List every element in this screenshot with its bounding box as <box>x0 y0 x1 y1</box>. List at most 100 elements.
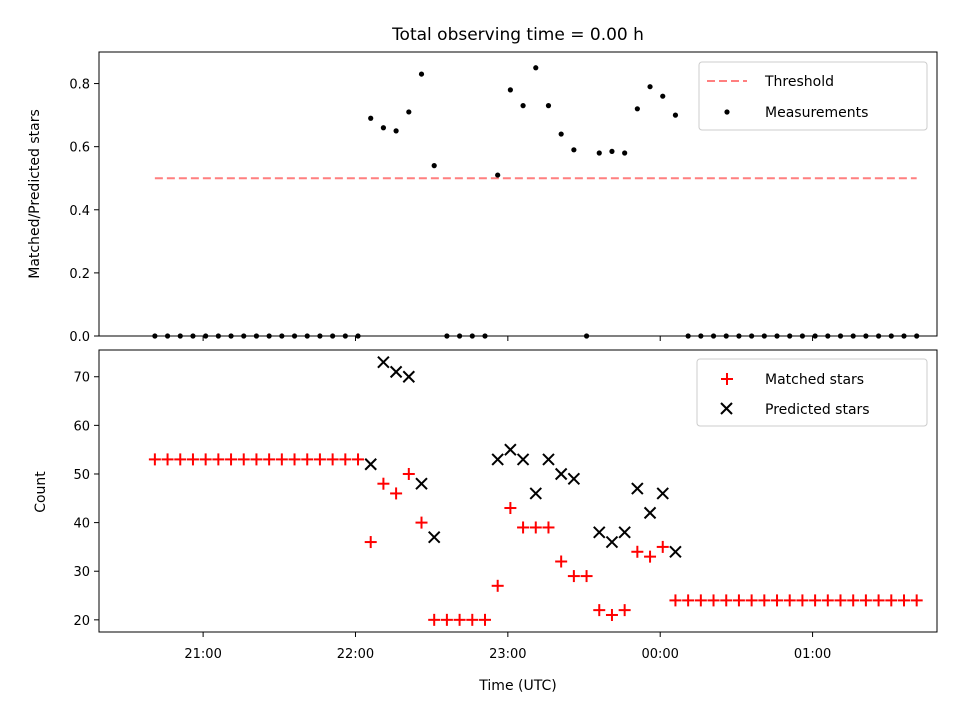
legend-measurements-label: Measurements <box>765 105 868 121</box>
matched-star-point <box>796 594 809 607</box>
predicted-star-point <box>516 453 530 466</box>
measurement-point <box>571 147 577 153</box>
matched-star-point <box>161 453 174 466</box>
matched-star-point <box>453 613 466 626</box>
matched-star-point <box>529 521 542 534</box>
measurement-point <box>393 128 399 134</box>
chart-title: Total observing time = 0.00 h <box>391 25 644 45</box>
predicted-star-point <box>377 355 390 369</box>
measurement-point <box>507 87 513 93</box>
matched-star-point <box>466 613 479 626</box>
top-y-tick-label: 0.6 <box>69 141 90 156</box>
measurement-point <box>533 65 539 71</box>
measurement-point <box>418 71 425 77</box>
bottom-y-tick-label: 60 <box>73 419 90 434</box>
matched-star-point <box>301 453 314 466</box>
matched-star-point <box>834 594 847 607</box>
matched-star-point <box>339 453 352 466</box>
predicted-star-point <box>542 453 555 466</box>
measurement-point <box>647 84 653 90</box>
measurement-point <box>380 125 387 131</box>
legend-matched-swatch <box>721 373 733 385</box>
matched-star-point <box>377 477 390 490</box>
bottom-x-tick-label: 22:00 <box>337 647 374 662</box>
bottom-x-tick-label: 23:00 <box>489 647 526 662</box>
measurement-point <box>660 93 666 99</box>
matched-star-point <box>288 453 301 466</box>
matched-star-point <box>250 453 263 466</box>
top-y-tick-label: 0.0 <box>69 330 90 345</box>
predicted-star-point <box>427 530 441 544</box>
matched-star-point <box>313 453 326 466</box>
bottom-y-tick-label: 30 <box>73 565 90 580</box>
matched-star-point <box>390 487 403 500</box>
top-y-tick-label: 0.4 <box>69 204 90 219</box>
matched-star-point <box>631 545 644 558</box>
measurement-point <box>672 112 679 118</box>
bottom-y-tick-label: 70 <box>73 371 90 386</box>
predicted-star-point <box>618 526 631 539</box>
top-y-tick-label: 0.2 <box>69 267 90 282</box>
matched-star-point <box>415 516 428 529</box>
matched-star-point <box>148 453 161 466</box>
top-legend-box <box>698 61 928 131</box>
bottom-axes-frame <box>98 349 938 633</box>
measurement-point <box>406 109 412 115</box>
matched-star-point <box>605 608 618 621</box>
matched-star-point <box>694 594 707 607</box>
matched-star-point <box>517 521 530 534</box>
measurement-point <box>596 150 602 156</box>
matched-star-point <box>580 570 593 583</box>
measurement-point <box>622 150 628 156</box>
measurement-point <box>520 103 526 109</box>
predicted-star-point <box>389 365 403 379</box>
bottom-plot-marks <box>148 355 923 626</box>
matched-star-point <box>593 604 606 617</box>
matched-star-point <box>771 594 784 607</box>
predicted-star-point <box>504 443 517 456</box>
matched-star-point <box>504 502 517 515</box>
predicted-star-point <box>554 467 568 481</box>
matched-star-point <box>364 536 377 549</box>
bottom-y-ticks: 20 30 40 50 60 70 <box>73 371 99 629</box>
matched-star-point <box>720 594 733 607</box>
matched-star-point <box>555 555 568 568</box>
matched-star-point <box>821 594 834 607</box>
matched-star-point <box>872 594 885 607</box>
matched-star-point <box>212 453 225 466</box>
matched-star-point <box>440 613 453 626</box>
matched-star-point <box>618 604 631 617</box>
legend-matched-label: Matched stars <box>765 372 864 388</box>
matched-star-point <box>275 453 288 466</box>
predicted-star-point <box>605 535 619 549</box>
matched-star-point <box>669 594 682 607</box>
matched-star-point <box>809 594 822 607</box>
matched-star-point <box>199 453 212 466</box>
matched-star-point <box>402 467 415 480</box>
predicted-star-point <box>491 453 504 466</box>
matched-star-point <box>885 594 898 607</box>
top-y-tick-label: 0.8 <box>69 78 90 93</box>
predicted-star-point <box>669 545 682 558</box>
bottom-x-ticks: 21:00 22:00 23:00 00:00 01:00 <box>184 632 831 662</box>
matched-star-point <box>225 453 238 466</box>
legend-threshold-label: Threshold <box>764 74 834 90</box>
matched-star-point <box>847 594 860 607</box>
matched-star-point <box>656 540 669 553</box>
predicted-star-point <box>656 487 669 500</box>
measurement-point <box>431 163 437 169</box>
bottom-x-tick-label: 21:00 <box>184 647 221 662</box>
matched-star-point <box>326 453 339 466</box>
measurement-point <box>545 103 552 109</box>
measurement-point <box>495 172 501 178</box>
matched-star-point <box>186 453 199 466</box>
bottom-y-tick-label: 40 <box>73 517 90 532</box>
top-axes-frame <box>98 51 938 337</box>
matched-star-point <box>707 594 720 607</box>
matched-star-point <box>732 594 745 607</box>
matched-star-point <box>174 453 187 466</box>
predicted-star-point <box>415 477 428 490</box>
matched-star-point <box>352 453 365 466</box>
matched-star-point <box>745 594 758 607</box>
